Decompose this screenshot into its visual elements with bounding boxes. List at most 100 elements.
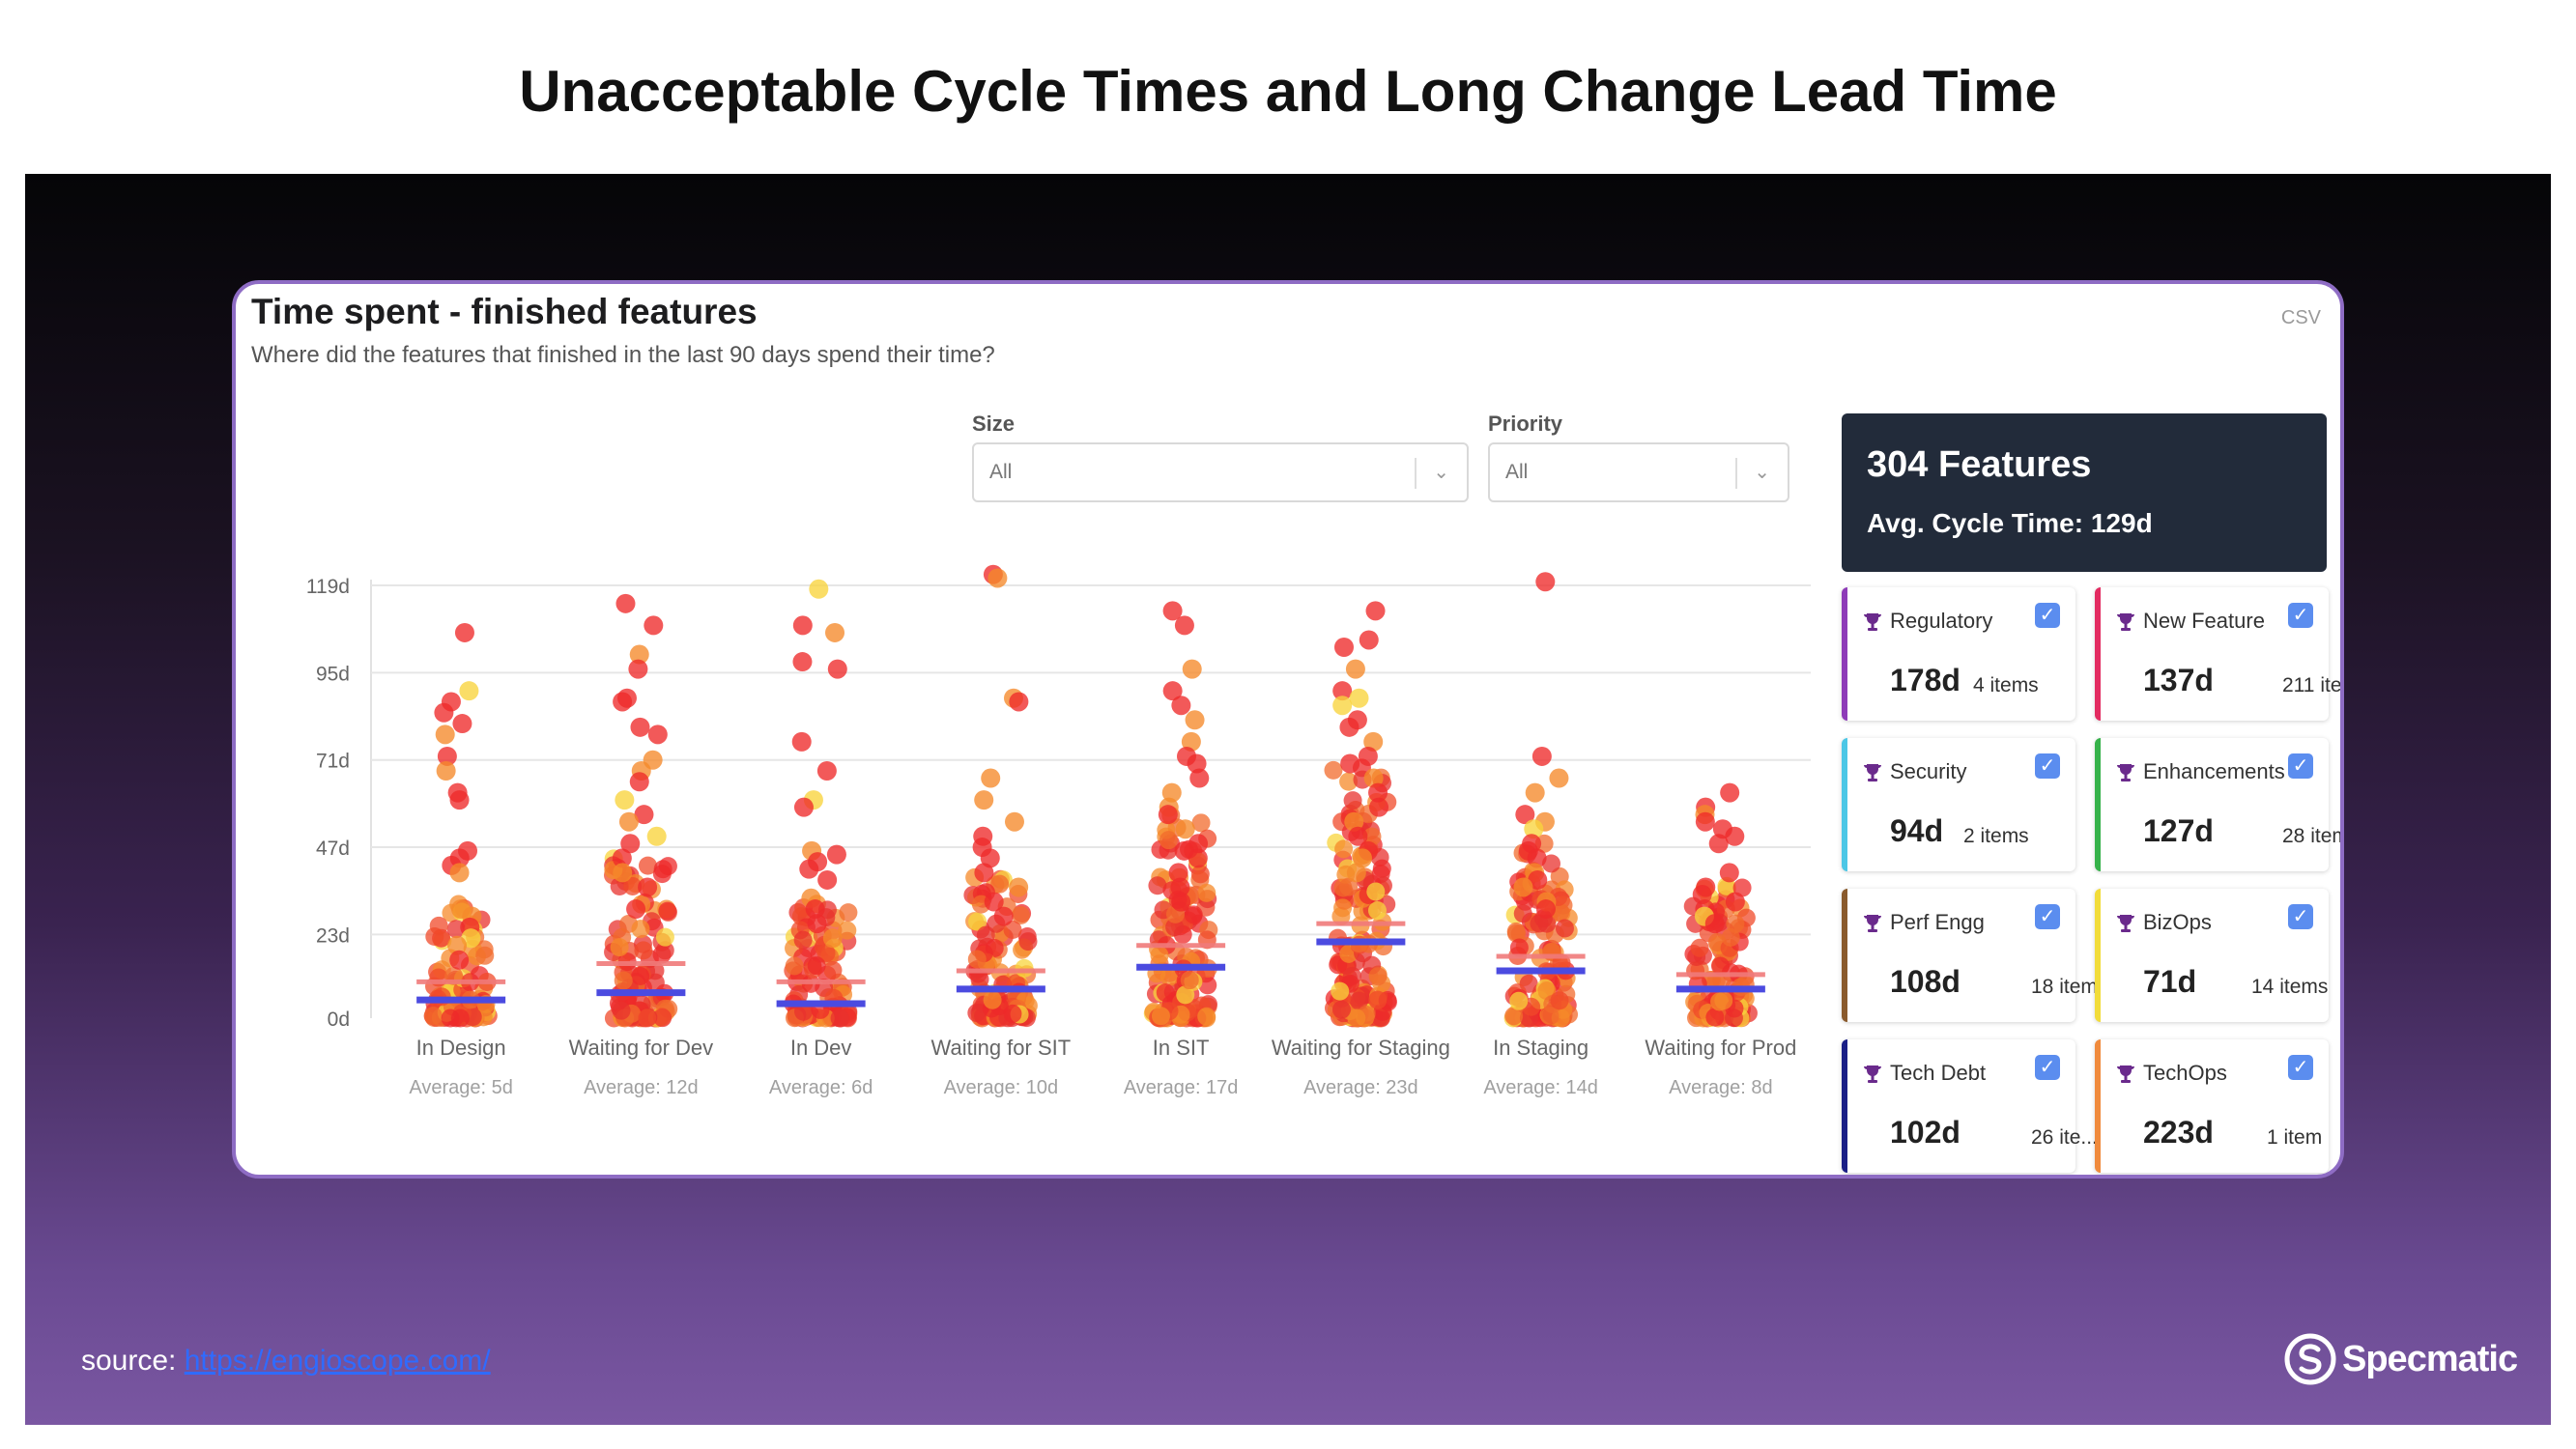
- y-tick-label: 119d: [306, 576, 350, 598]
- data-point: [613, 863, 633, 883]
- data-point: [1009, 692, 1029, 712]
- data-point: [1003, 921, 1022, 940]
- data-point: [1340, 753, 1360, 774]
- tile-checkbox[interactable]: ✓: [2035, 753, 2060, 779]
- size-select[interactable]: All ⌄: [972, 442, 1469, 502]
- data-point: [792, 615, 813, 636]
- data-point: [629, 644, 649, 665]
- data-point: [1708, 834, 1729, 854]
- data-point: [1513, 904, 1532, 923]
- data-point: [638, 856, 657, 875]
- data-point: [1692, 885, 1712, 904]
- tile-label: Perf Engg: [1890, 910, 1985, 934]
- tile-checkbox[interactable]: ✓: [2035, 603, 2060, 628]
- tile-checkbox[interactable]: ✓: [2288, 904, 2313, 929]
- category-tile-new-feature[interactable]: New Feature ✓ 137d 211 ite...: [2095, 587, 2340, 721]
- data-point: [1197, 883, 1216, 902]
- data-point: [441, 1009, 460, 1028]
- data-point: [1363, 768, 1384, 788]
- tile-items: 2 items: [1963, 825, 2029, 847]
- card-subtitle: Where did the features that finished in …: [251, 342, 995, 368]
- csv-export-link[interactable]: CSV: [2280, 307, 2321, 328]
- category-tile-regulatory[interactable]: Regulatory ✓ 178d 4 items: [1842, 587, 2075, 721]
- data-point: [823, 960, 843, 980]
- data-point: [968, 912, 987, 931]
- data-point: [1170, 877, 1190, 897]
- data-point: [830, 1009, 849, 1028]
- data-point: [1333, 898, 1353, 918]
- data-point: [981, 768, 1001, 788]
- category-tile-security[interactable]: Security ✓ 94d 2 items: [1842, 738, 2075, 871]
- data-point: [1358, 746, 1378, 766]
- data-point: [1515, 805, 1535, 825]
- category-tile-enhancements[interactable]: Enhancements✓ 127d 28 items: [2095, 738, 2340, 871]
- data-point: [1549, 768, 1569, 788]
- avg-cycle-time: Avg. Cycle Time: 129d: [1867, 508, 2153, 538]
- data-point: [631, 967, 650, 986]
- data-point: [1348, 826, 1368, 846]
- data-point: [1331, 981, 1350, 1001]
- data-point: [1366, 882, 1386, 901]
- data-point: [630, 717, 650, 737]
- tile-days: 94d: [1890, 813, 1944, 848]
- category-tile-techops[interactable]: TechOps ✓ 223d 1 item: [2095, 1039, 2329, 1173]
- x-average-label: Average: 8d: [1669, 1077, 1773, 1098]
- data-point: [610, 938, 629, 957]
- trophy-icon: [1864, 915, 1881, 932]
- data-point: [984, 892, 1004, 912]
- chevron-down-icon: ⌄: [1754, 462, 1770, 483]
- data-point: [628, 659, 648, 679]
- data-point: [987, 568, 1008, 588]
- features-count: 304 Features: [1867, 444, 2092, 485]
- tile-checkbox[interactable]: ✓: [2288, 603, 2313, 628]
- data-point: [646, 826, 667, 846]
- category-tile-perf-engg[interactable]: Perf Engg ✓ 108d 18 items: [1842, 889, 2107, 1022]
- data-point: [1150, 946, 1169, 965]
- data-point: [1347, 1009, 1366, 1028]
- strip-scatter-chart: 0d 23d 47d 71d 95d 119d In Design Average: 5d Wa…: [306, 564, 1811, 1098]
- data-point: [1535, 572, 1556, 592]
- data-point: [1009, 877, 1029, 897]
- priority-select[interactable]: All ⌄: [1488, 442, 1789, 502]
- x-average-label: Average: 17d: [1124, 1077, 1239, 1098]
- x-category-label: Waiting for Prod: [1645, 1036, 1796, 1060]
- data-point: [638, 1009, 657, 1028]
- data-point: [1185, 710, 1205, 730]
- data-point: [809, 579, 829, 599]
- data-point: [423, 1007, 443, 1026]
- data-point: [1180, 971, 1199, 990]
- data-point: [475, 946, 495, 965]
- x-category-label: Waiting for Dev: [569, 1036, 714, 1060]
- tile-items: 4 items: [1973, 674, 2039, 696]
- x-category-label: In Design: [416, 1036, 506, 1060]
- tile-items: 1 item: [2267, 1126, 2323, 1149]
- tile-label: Tech Debt: [1890, 1061, 1987, 1085]
- category-tile-tech-debt[interactable]: Tech Debt ✓ 102d 26 ite...: [1842, 1039, 2098, 1173]
- tile-checkbox[interactable]: ✓: [2288, 1055, 2313, 1080]
- data-point: [1171, 696, 1191, 716]
- data-point: [1184, 905, 1203, 924]
- data-point: [1197, 1007, 1216, 1026]
- data-point: [1334, 839, 1354, 859]
- x-average-label: Average: 14d: [1483, 1077, 1598, 1098]
- tile-checkbox[interactable]: ✓: [2288, 753, 2313, 779]
- trophy-icon: [1864, 613, 1881, 631]
- data-point: [1171, 892, 1191, 912]
- data-point: [967, 950, 987, 969]
- data-point: [1550, 991, 1569, 1010]
- source-link[interactable]: https://engioscope.com/: [184, 1345, 491, 1377]
- data-point: [1719, 863, 1739, 883]
- data-point: [1159, 967, 1179, 986]
- data-point: [452, 714, 472, 734]
- data-point: [1535, 899, 1556, 920]
- size-filter-label: Size: [972, 412, 1016, 436]
- data-point: [655, 927, 674, 947]
- tile-checkbox[interactable]: ✓: [2035, 904, 2060, 929]
- data-point: [794, 1002, 814, 1021]
- tile-checkbox[interactable]: ✓: [2035, 1055, 2060, 1080]
- category-tile-bizops[interactable]: BizOps ✓ 71d 14 items: [2095, 889, 2329, 1022]
- data-point: [1368, 967, 1388, 986]
- data-point: [449, 790, 470, 810]
- data-point: [1732, 878, 1752, 897]
- data-point: [1506, 922, 1526, 941]
